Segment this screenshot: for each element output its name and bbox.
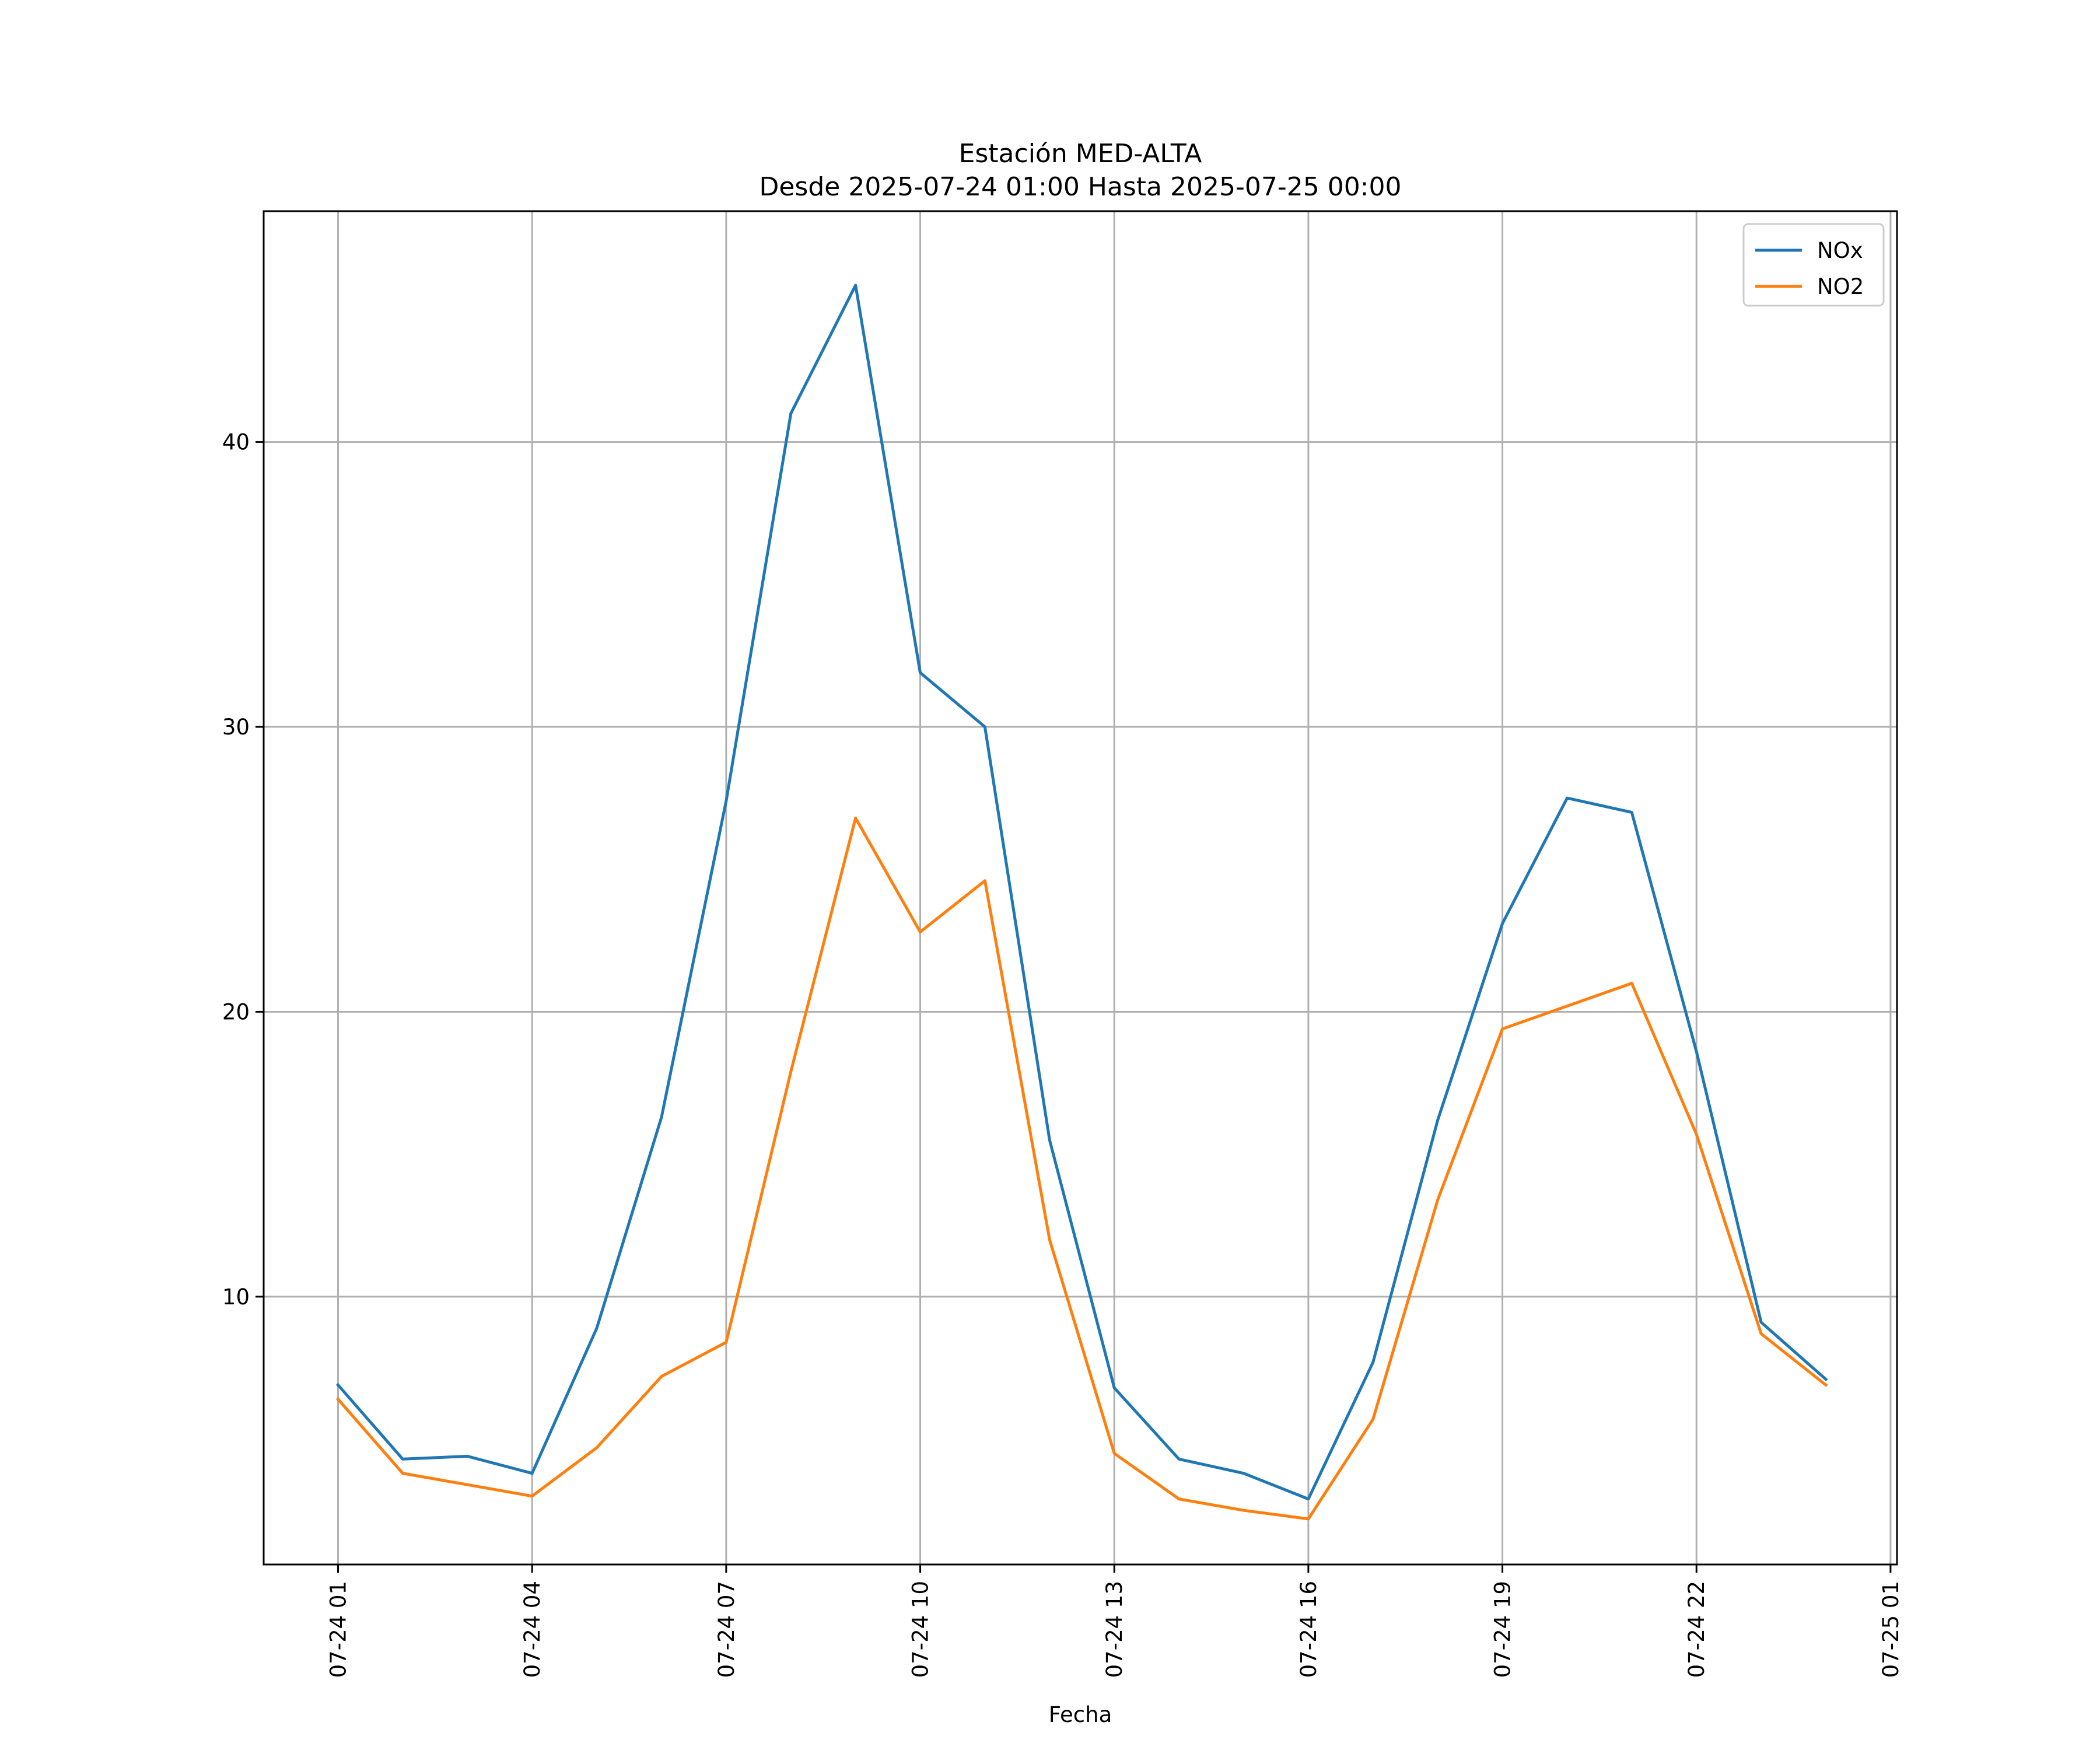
data-point-no2 <box>401 1472 404 1475</box>
data-point-nox <box>1371 1360 1375 1364</box>
data-point-no2 <box>1112 1452 1116 1455</box>
x-tick-label: 07-24 10 <box>908 1581 933 1678</box>
data-point-nox <box>1177 1457 1181 1461</box>
series-lines <box>335 284 1828 1521</box>
data-point-no2 <box>1630 982 1633 985</box>
data-point-nox <box>724 799 728 803</box>
x-tick-label: 07-24 13 <box>1102 1581 1127 1678</box>
data-point-nox <box>1501 922 1504 925</box>
data-point-no2 <box>1048 1238 1051 1241</box>
data-point-no2 <box>1501 1027 1504 1031</box>
grid-lines <box>264 211 1897 1564</box>
x-tick-label: 07-24 22 <box>1684 1581 1709 1678</box>
legend-label-nox: NOx <box>1817 238 1863 263</box>
data-point-no2 <box>1371 1418 1375 1421</box>
data-point-no2 <box>466 1483 469 1486</box>
data-point-no2 <box>919 930 922 934</box>
x-tick-label: 07-24 07 <box>714 1581 739 1678</box>
x-tick-label: 07-24 16 <box>1296 1581 1321 1678</box>
x-tick-label: 07-24 01 <box>326 1581 351 1678</box>
data-point-no2 <box>854 816 858 820</box>
data-point-nox <box>1436 1118 1440 1122</box>
y-tick-label: 30 <box>222 715 250 740</box>
chart-subtitle: Desde 2025-07-24 01:00 Hasta 2025-07-25 … <box>759 172 1401 202</box>
data-point-nox <box>1242 1472 1245 1475</box>
x-axis-label: Fecha <box>1049 1702 1112 1727</box>
data-point-nox <box>1307 1497 1310 1501</box>
data-point-nox <box>919 671 922 674</box>
data-point-no2 <box>1695 1132 1698 1136</box>
data-point-no2 <box>1307 1517 1310 1521</box>
data-point-nox <box>401 1457 404 1461</box>
legend-label-no2: NO2 <box>1817 274 1864 299</box>
legend: NOx NO2 <box>1742 223 1885 307</box>
data-point-no2 <box>595 1446 598 1450</box>
x-tick-label: 07-24 04 <box>520 1581 545 1678</box>
data-point-no2 <box>1177 1497 1181 1501</box>
chart-title: Estación MED-ALTA <box>959 139 1202 169</box>
data-point-no2 <box>1824 1383 1828 1387</box>
x-tick-label: 07-25 01 <box>1878 1581 1903 1678</box>
y-tick-label: 40 <box>222 430 250 455</box>
data-point-nox <box>337 1383 340 1387</box>
data-point-nox <box>1824 1378 1828 1381</box>
data-point-no2 <box>660 1375 663 1378</box>
data-point-nox <box>595 1326 598 1330</box>
data-point-no2 <box>789 1070 793 1073</box>
series-line-nox <box>335 284 1828 1501</box>
data-point-no2 <box>1565 1005 1569 1008</box>
data-point-nox <box>1695 1050 1698 1054</box>
data-point-nox <box>789 412 793 415</box>
data-point-nox <box>854 284 858 287</box>
data-point-no2 <box>530 1494 534 1498</box>
data-point-nox <box>466 1454 469 1458</box>
data-point-nox <box>983 725 986 729</box>
data-point-nox <box>1759 1321 1763 1324</box>
x-tick-label: 07-24 19 <box>1490 1581 1516 1678</box>
plot-frame <box>262 210 1898 1566</box>
data-point-nox <box>1112 1386 1116 1390</box>
data-point-nox <box>1630 811 1633 814</box>
data-point-no2 <box>1242 1508 1245 1512</box>
series-line-no2 <box>335 816 1828 1521</box>
data-point-nox <box>530 1472 534 1475</box>
axis-ticks: 10 20 30 40 07-24 01 07-24 04 07-24 07 07-24 10… <box>222 430 1903 1678</box>
data-point-no2 <box>1436 1198 1440 1202</box>
data-point-no2 <box>337 1398 340 1401</box>
y-tick-label: 20 <box>222 999 250 1024</box>
data-point-nox <box>660 1115 663 1119</box>
data-point-no2 <box>1759 1332 1763 1335</box>
y-tick-label: 10 <box>222 1284 250 1310</box>
data-point-nox <box>1048 1138 1051 1142</box>
data-point-no2 <box>724 1340 728 1344</box>
data-point-no2 <box>983 879 986 883</box>
data-point-nox <box>1565 796 1569 800</box>
